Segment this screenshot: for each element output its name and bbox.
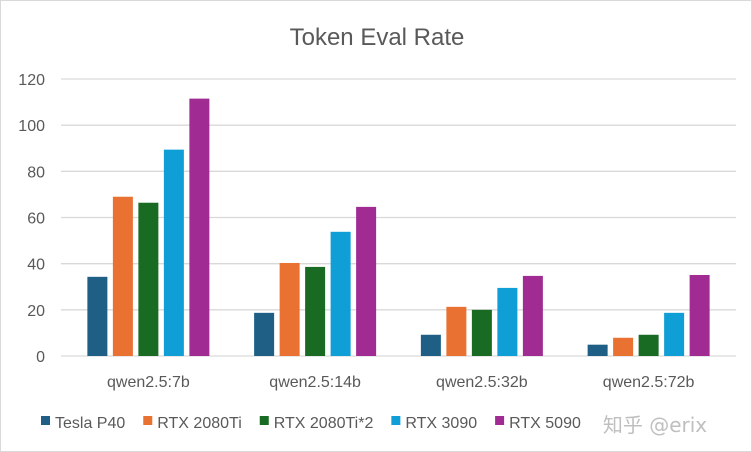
bar xyxy=(638,334,659,356)
legend-swatch xyxy=(495,416,505,425)
y-tick-label: 40 xyxy=(27,257,45,274)
legend-swatch xyxy=(259,416,269,425)
bar xyxy=(112,196,133,356)
bar xyxy=(356,206,377,356)
legend-label: RTX 2080Ti xyxy=(157,415,241,432)
bar xyxy=(254,312,275,356)
y-tick-label: 0 xyxy=(36,349,45,366)
bar xyxy=(587,344,608,356)
chart-title: Token Eval Rate xyxy=(290,24,465,51)
bar xyxy=(330,231,351,356)
legend-label: RTX 2080Ti*2 xyxy=(274,415,374,432)
y-tick-label: 120 xyxy=(18,72,45,89)
legend-swatch xyxy=(143,416,153,425)
bar xyxy=(613,337,634,356)
y-tick-label: 60 xyxy=(27,211,45,228)
x-tick-label: qwen2.5:7b xyxy=(107,374,190,391)
legend-label: RTX 5090 xyxy=(509,415,581,432)
y-tick-label: 100 xyxy=(18,118,45,135)
bar xyxy=(664,312,685,356)
bar xyxy=(305,266,326,356)
x-tick-label: qwen2.5:72b xyxy=(603,374,695,391)
bar xyxy=(87,276,108,356)
y-tick-label: 80 xyxy=(27,164,45,181)
x-tick-label: qwen2.5:32b xyxy=(436,374,528,391)
bar xyxy=(446,306,467,356)
legend-swatch xyxy=(391,416,401,425)
legend-swatch xyxy=(41,416,50,425)
legend-label: RTX 3090 xyxy=(405,415,477,432)
legend-label: Tesla P40 xyxy=(55,415,125,432)
bar xyxy=(189,98,210,356)
bar xyxy=(420,334,441,356)
bar xyxy=(138,202,159,356)
y-tick-label: 20 xyxy=(27,303,45,320)
bar xyxy=(163,149,184,356)
bar xyxy=(279,262,300,356)
bar xyxy=(689,274,710,356)
bar xyxy=(471,309,492,356)
bar xyxy=(497,287,518,356)
x-tick-label: qwen2.5:14b xyxy=(269,374,361,391)
bar xyxy=(522,275,543,356)
